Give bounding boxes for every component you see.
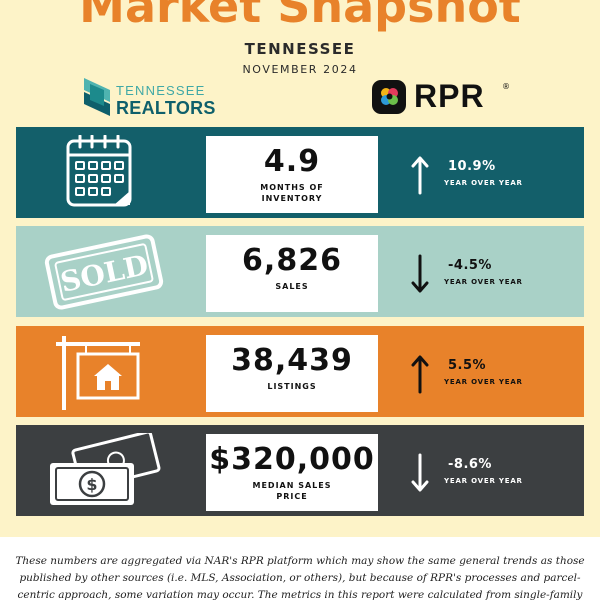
- arrow-down-icon: [411, 254, 429, 293]
- money-icon: $: [44, 430, 164, 509]
- metric-card: 4.9 MONTHS OF INVENTORY: [206, 136, 378, 213]
- metric-period: YEAR OVER YEAR: [444, 477, 523, 485]
- metric-card: 6,826 SALES: [206, 235, 378, 312]
- logo-text-tennessee: TENNESSEE: [116, 83, 206, 98]
- svg-text:$: $: [86, 475, 97, 494]
- metric-label: SALES: [275, 282, 309, 291]
- metric-row-median-price: $ $320,000 MEDIAN SALES PRICE -8.6% YEAR…: [16, 425, 584, 516]
- metric-value: 38,439: [231, 343, 353, 378]
- metric-row-listings: 38,439 LISTINGS 5.5% YEAR OVER YEAR: [16, 326, 584, 417]
- metric-row-sales: SOLD 6,826 SALES -4.5% YEAR OVER YEAR: [16, 226, 584, 317]
- calendar-icon: [44, 134, 164, 211]
- rpr-text: RPR: [414, 78, 485, 114]
- snapshot-panel: Market Snapshot TENNESSEE NOVEMBER 2024 …: [0, 0, 600, 537]
- metric-card: $320,000 MEDIAN SALES PRICE: [206, 434, 378, 511]
- metric-change: -4.5%: [448, 258, 492, 273]
- page-title: Market Snapshot: [79, 0, 521, 33]
- tennessee-realtors-mark-icon: [84, 78, 110, 116]
- metric-change: 10.9%: [448, 159, 496, 174]
- metric-period: YEAR OVER YEAR: [444, 278, 523, 286]
- rpr-mark-icon: [372, 80, 406, 114]
- metric-row-inventory: 4.9 MONTHS OF INVENTORY 10.9% YEAR OVER …: [16, 127, 584, 218]
- metric-label: LISTINGS: [267, 382, 317, 391]
- arrow-up-icon: [411, 156, 429, 195]
- metric-change: 5.5%: [448, 358, 487, 373]
- sold-stamp-icon: SOLD: [44, 234, 164, 310]
- house-sign-icon: [44, 334, 164, 410]
- metric-period: YEAR OVER YEAR: [444, 179, 523, 187]
- arrow-down-icon: [411, 453, 429, 492]
- metric-value: 6,826: [242, 243, 342, 278]
- registered-mark: ®: [502, 82, 510, 91]
- metric-label: MEDIAN SALES PRICE: [252, 481, 332, 501]
- metric-value: 4.9: [263, 144, 321, 179]
- disclaimer-text: These numbers are aggregated via NAR's R…: [15, 555, 585, 600]
- report-month: NOVEMBER 2024: [242, 63, 358, 76]
- metric-change: -8.6%: [448, 457, 492, 472]
- metric-label: MONTHS OF INVENTORY: [260, 183, 324, 203]
- metric-card: 38,439 LISTINGS: [206, 335, 378, 412]
- arrow-up-icon: [411, 355, 429, 394]
- metric-period: YEAR OVER YEAR: [444, 378, 523, 386]
- metric-value: $320,000: [209, 442, 375, 477]
- rpr-logo: RPR ®: [372, 78, 512, 116]
- state-name: TENNESSEE: [244, 40, 356, 58]
- tennessee-realtors-logo: TENNESSEE REALTORS: [82, 73, 222, 121]
- logo-text-realtors: REALTORS: [116, 98, 216, 118]
